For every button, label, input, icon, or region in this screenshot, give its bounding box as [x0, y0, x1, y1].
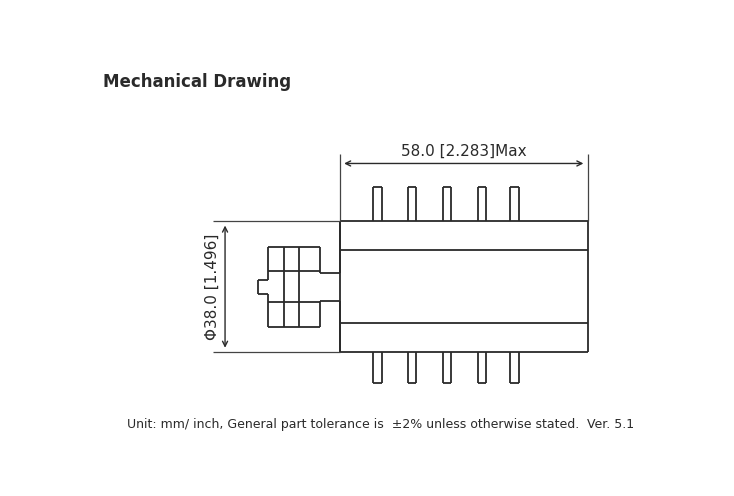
- Text: 58.0 [2.283]Max: 58.0 [2.283]Max: [401, 144, 526, 159]
- Text: Mechanical Drawing: Mechanical Drawing: [103, 73, 291, 91]
- Text: Φ38.0 [1.496]: Φ38.0 [1.496]: [205, 234, 220, 340]
- Text: Ver. 5.1: Ver. 5.1: [587, 418, 634, 431]
- Text: Unit: mm/ inch, General part tolerance is  ±2% unless otherwise stated.: Unit: mm/ inch, General part tolerance i…: [127, 418, 579, 431]
